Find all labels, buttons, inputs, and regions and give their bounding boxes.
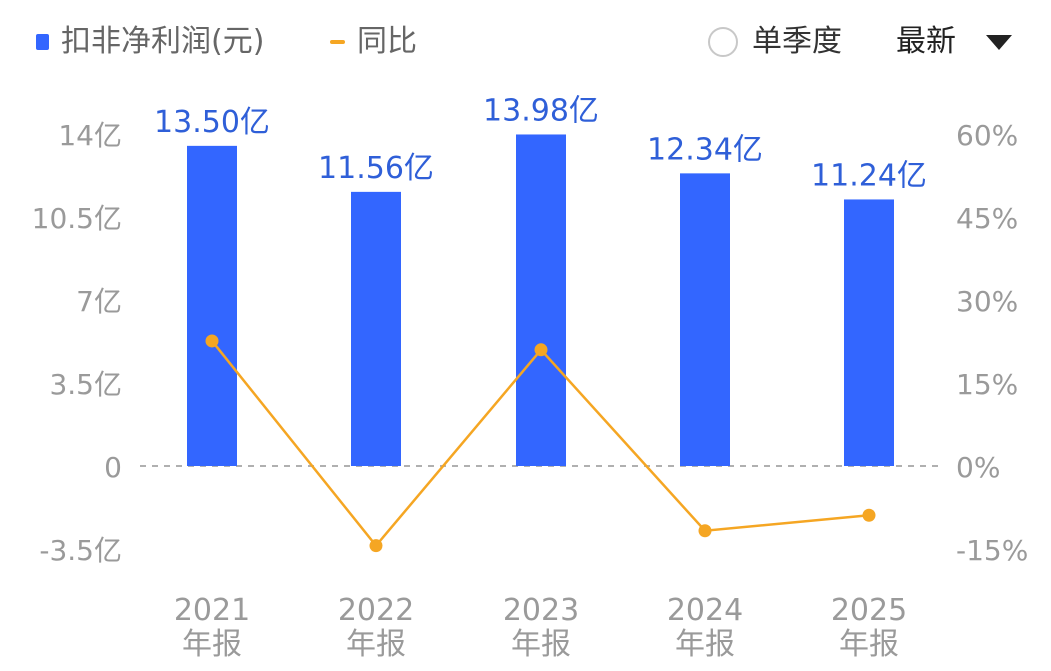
x-tick-year: 2024 bbox=[667, 593, 743, 628]
single-quarter-label: 单季度 bbox=[752, 24, 842, 59]
chart-header: 扣非净利润(元) 同比 单季度 最新 bbox=[0, 0, 1051, 90]
left-axis: 14亿 10.5亿 7亿 3.5亿 0 -3.5亿 bbox=[32, 119, 122, 567]
yoy-point[interactable] bbox=[369, 539, 383, 553]
x-tick-year: 2023 bbox=[503, 593, 579, 628]
yoy-point[interactable] bbox=[862, 508, 876, 522]
yoy-point[interactable] bbox=[698, 524, 712, 538]
bar[interactable] bbox=[680, 173, 730, 466]
bar-value-label: 12.34亿 bbox=[647, 132, 763, 167]
left-axis-tick-label: 7亿 bbox=[76, 285, 122, 318]
left-axis-tick-label: 0 bbox=[104, 451, 122, 484]
radio-circle-icon[interactable] bbox=[708, 27, 738, 57]
legend-line-swatch bbox=[330, 40, 345, 44]
x-tick-period: 年报 bbox=[839, 627, 899, 662]
bar-value-label: 11.56亿 bbox=[318, 151, 434, 186]
bar-series bbox=[187, 134, 894, 467]
x-tick-period: 年报 bbox=[346, 627, 406, 662]
right-axis: 60% 45% 30% 15% 0% -15% bbox=[956, 119, 1028, 567]
x-tick-year: 2021 bbox=[174, 593, 250, 628]
left-axis-tick-label: -3.5亿 bbox=[39, 534, 122, 567]
right-axis-tick-label: 45% bbox=[956, 202, 1018, 235]
bar-value-label: 13.50亿 bbox=[154, 105, 270, 140]
left-axis-tick-label: 3.5亿 bbox=[49, 368, 122, 401]
bar[interactable] bbox=[187, 145, 237, 466]
bar-value-labels: 13.50亿 11.56亿 13.98亿 12.34亿 11.24亿 bbox=[154, 93, 927, 193]
right-axis-tick-label: 30% bbox=[956, 285, 1018, 318]
x-tick-period: 年报 bbox=[675, 627, 735, 662]
yoy-point[interactable] bbox=[205, 334, 219, 348]
left-axis-tick-label: 14亿 bbox=[58, 119, 122, 152]
right-axis-tick-label: 60% bbox=[956, 119, 1018, 152]
x-tick-period: 年报 bbox=[182, 627, 242, 662]
legend-bar-swatch bbox=[36, 34, 49, 50]
legend-label-yoy: 同比 bbox=[357, 24, 417, 59]
legend-item-net-profit[interactable]: 扣非净利润(元) bbox=[36, 22, 264, 62]
left-axis-tick-label: 10.5亿 bbox=[32, 202, 122, 235]
line-series bbox=[205, 334, 876, 553]
right-axis-tick-label: 15% bbox=[956, 368, 1018, 401]
bar-value-label: 11.24亿 bbox=[811, 158, 927, 193]
caret-down-icon bbox=[986, 34, 1012, 50]
x-tick-year: 2025 bbox=[831, 593, 907, 628]
legend-item-yoy[interactable]: 同比 bbox=[330, 22, 417, 62]
bar[interactable] bbox=[516, 134, 566, 466]
x-tick-period: 年报 bbox=[511, 627, 571, 662]
right-axis-tick-label: 0% bbox=[956, 451, 1000, 484]
bar[interactable] bbox=[844, 199, 894, 467]
bar-value-label: 13.98亿 bbox=[483, 93, 599, 128]
bar[interactable] bbox=[351, 191, 401, 466]
right-axis-tick-label: -15% bbox=[956, 534, 1028, 567]
period-dropdown-value: 最新 bbox=[896, 24, 956, 59]
legend-label-net-profit: 扣非净利润(元) bbox=[61, 24, 265, 59]
single-quarter-toggle[interactable]: 单季度 bbox=[708, 22, 842, 62]
period-dropdown[interactable]: 最新 bbox=[896, 22, 1012, 62]
yoy-point[interactable] bbox=[534, 343, 548, 357]
x-tick-year: 2022 bbox=[338, 593, 414, 628]
